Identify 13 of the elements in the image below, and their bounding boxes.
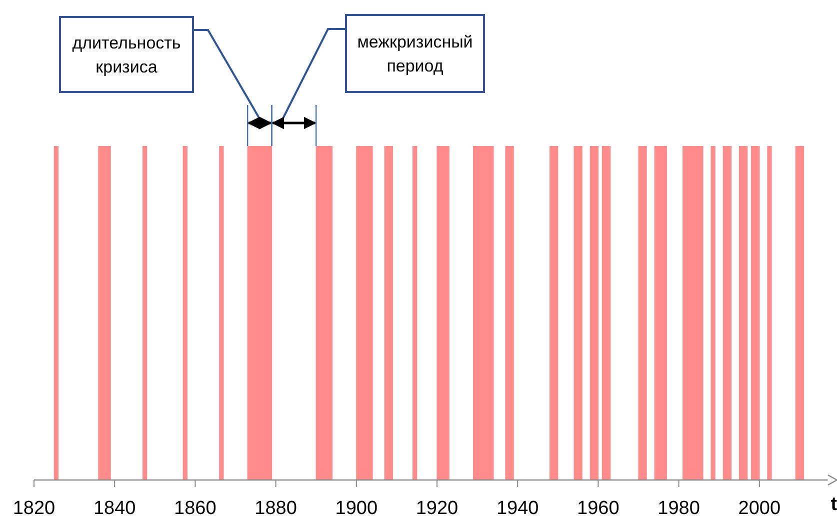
x-tick-label: 1880 bbox=[254, 498, 297, 519]
x-tick-label: 1980 bbox=[658, 498, 700, 519]
text: межкризисный период bbox=[357, 32, 473, 76]
x-tick-label: 1820 bbox=[12, 498, 56, 519]
x-tick-label: 1900 bbox=[335, 498, 378, 519]
x-tick-label: 1920 bbox=[416, 498, 458, 519]
text: длительность кризиса bbox=[72, 34, 181, 76]
x-tick-label: 1860 bbox=[174, 498, 216, 519]
x-tick-label: 1940 bbox=[496, 498, 539, 519]
x-tick-label: 1960 bbox=[577, 498, 620, 519]
x-axis-title: t bbox=[830, 494, 837, 515]
x-tick-label: 2000 bbox=[738, 498, 781, 519]
x-tick-label: 1840 bbox=[93, 498, 136, 519]
